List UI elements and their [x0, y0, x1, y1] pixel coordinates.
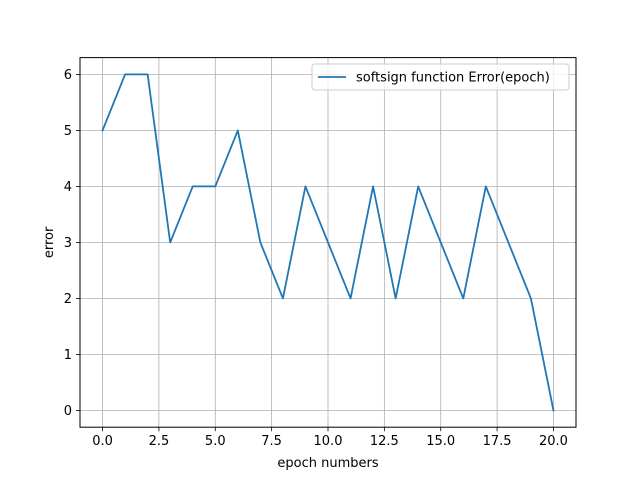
- ticks: 0.0 2.5 5.0 7.5 10.0 12.5 15.0 17.5 20.0 0 1 2 3 4 5 6: [64, 68, 568, 449]
- x-tick-label: 17.5: [483, 434, 512, 449]
- x-tick-label: 12.5: [370, 434, 399, 449]
- y-tick-label: 3: [64, 236, 72, 251]
- x-tick-label: 5.0: [205, 434, 226, 449]
- series-layer: [101, 73, 555, 412]
- y-tick-label: 0: [64, 404, 72, 419]
- x-axis-label: epoch numbers: [277, 456, 378, 471]
- series-line: [101, 73, 555, 412]
- legend-entry-label: softsign function Error(epoch): [356, 71, 550, 86]
- y-tick-label: 6: [64, 68, 72, 83]
- y-axis-label: error: [42, 226, 57, 258]
- x-tick-label: 2.5: [149, 434, 170, 449]
- x-tick-label: 15.0: [426, 434, 455, 449]
- y-tick-label: 4: [64, 180, 72, 195]
- x-tick-label: 0.0: [92, 434, 113, 449]
- x-tick-label: 10.0: [314, 434, 343, 449]
- y-tick-label: 2: [64, 292, 72, 307]
- x-tick-label: 7.5: [261, 434, 282, 449]
- x-tick-label: 20.0: [539, 434, 568, 449]
- y-tick-label: 5: [64, 124, 72, 139]
- legend-box: [311, 63, 570, 91]
- legend: softsign function Error(epoch): [311, 63, 570, 91]
- y-tick-label: 1: [64, 348, 72, 363]
